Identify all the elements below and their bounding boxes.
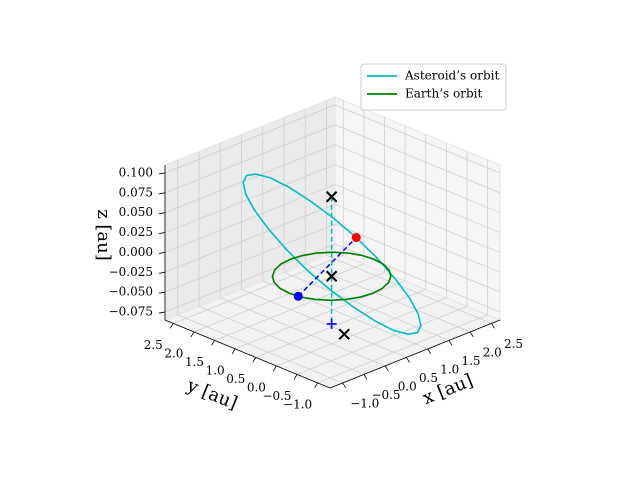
x-marker <box>338 328 350 340</box>
x-tick <box>491 323 495 329</box>
y-tick-label: 2.0 <box>164 346 183 360</box>
y-tick <box>231 348 236 355</box>
legend-label: Earth’s orbit <box>405 87 482 101</box>
grid-line <box>173 255 344 324</box>
grid-line <box>177 314 343 384</box>
grid-line <box>198 306 365 375</box>
z-tick-label: 0.050 <box>119 205 153 219</box>
z-tick <box>158 311 166 314</box>
x-marker <box>325 270 338 282</box>
y-tick <box>211 340 215 346</box>
x-tick <box>384 365 389 372</box>
grid-line <box>164 184 336 253</box>
z-tick-label: 0.000 <box>119 245 153 259</box>
x-tick <box>342 382 347 389</box>
grid-line <box>334 124 501 194</box>
y-tick <box>273 365 277 372</box>
y-tick <box>293 374 298 380</box>
y-tick <box>252 357 257 363</box>
z-tick <box>158 291 166 294</box>
legend-label: Asteroid’s orbit <box>404 69 499 83</box>
grid-line <box>276 297 447 367</box>
point-marker <box>293 291 303 301</box>
x-tick <box>406 357 410 363</box>
x-tick-label: −1.0 <box>350 396 379 410</box>
plus-marker <box>326 318 337 329</box>
grid-line <box>164 104 336 174</box>
x-tick <box>363 374 368 380</box>
y-tick <box>314 382 318 389</box>
z-tick <box>158 271 166 274</box>
grid-line <box>255 289 426 358</box>
legend-box <box>360 63 507 111</box>
grid-line <box>164 124 336 194</box>
y-tick-label: 0.0 <box>247 380 266 394</box>
grid-line <box>334 184 501 253</box>
x-marker <box>325 191 338 203</box>
z-tick-label: −0.050 <box>109 285 153 299</box>
grid-line <box>220 297 386 367</box>
grid-line <box>334 104 501 174</box>
y-tick-label: 1.5 <box>185 355 204 369</box>
grid-line <box>164 164 336 233</box>
x-tick-label: 1.5 <box>461 354 480 368</box>
x-tick-label: 2.5 <box>504 337 523 351</box>
y-axis-line <box>164 319 331 389</box>
x-tick <box>469 331 474 338</box>
orbit-line <box>271 251 392 302</box>
x-tick-label: 2.0 <box>483 345 502 359</box>
z-tick-label: 0.075 <box>119 185 153 199</box>
x-tick-label: −0.5 <box>371 388 400 402</box>
orbit-line <box>242 173 422 335</box>
grid-line <box>326 255 492 324</box>
z-tick-label: −0.025 <box>109 265 153 279</box>
y-tick-label: 0.5 <box>226 372 245 386</box>
x-tick <box>427 348 432 355</box>
grid <box>164 100 501 389</box>
point-marker <box>351 233 361 243</box>
grid-line <box>164 144 336 214</box>
y-tick-label: −1.0 <box>283 397 312 411</box>
z-tick-label: 0.100 <box>119 165 153 179</box>
x-tick <box>448 340 453 346</box>
z-tick-label: 0.025 <box>119 225 153 239</box>
grid-line <box>296 306 468 375</box>
legend: Asteroid’s orbit Earth’s orbit <box>360 63 507 111</box>
grid-line <box>193 263 365 333</box>
x-axis-line <box>329 319 501 389</box>
z-tick <box>158 212 166 215</box>
y-tick-label: 2.5 <box>144 338 163 352</box>
z-tick <box>158 252 166 254</box>
z-tick-label: −0.075 <box>109 305 153 319</box>
grid-line <box>234 280 406 350</box>
grid-line <box>214 272 385 341</box>
z-tick <box>158 172 166 175</box>
grid-line <box>262 280 428 350</box>
z-axis-label: z [au] <box>93 209 114 261</box>
grid-line <box>334 144 501 214</box>
y-tick <box>169 323 174 329</box>
y-tick-label: 1.0 <box>206 363 225 377</box>
grid-line <box>164 203 336 273</box>
grid-line <box>334 203 501 273</box>
dashed-line <box>297 237 357 297</box>
panes <box>163 96 502 389</box>
y-tick <box>190 331 195 338</box>
y-tick-label: −0.5 <box>262 389 291 403</box>
x-tick-label: 0.0 <box>398 379 417 393</box>
x-tick-label: 1.0 <box>440 362 459 376</box>
marks <box>242 173 422 340</box>
grid-line <box>317 314 488 384</box>
grid-line <box>241 289 407 358</box>
grid-line <box>334 223 501 293</box>
z-tick <box>158 232 166 234</box>
z-tick <box>158 192 166 195</box>
grid-line <box>164 223 336 293</box>
x-tick-label: 0.5 <box>419 371 438 385</box>
grid-line <box>334 164 501 233</box>
